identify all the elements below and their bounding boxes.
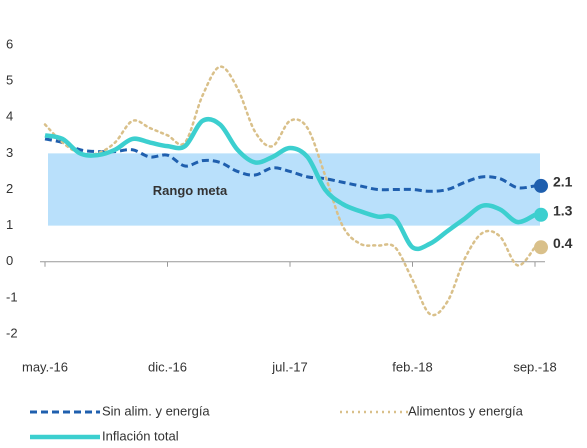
value-label: 0.4 [553, 235, 573, 251]
end-dot [534, 207, 548, 222]
y-tick-label: 4 [6, 109, 13, 124]
series-line [44, 137, 536, 193]
value-label: 2.1 [553, 174, 573, 190]
y-tick-label: 5 [6, 73, 13, 88]
value-label: 1.3 [553, 202, 573, 218]
legend-label: Sin alim. y energía [102, 403, 210, 418]
y-tick-label: 0 [6, 253, 13, 268]
x-tick-label: may.-16 [22, 359, 68, 374]
target-band [48, 153, 540, 226]
end-dot [534, 178, 548, 193]
y-tick-label: 2 [6, 181, 13, 196]
legend-label: Alimentos y energía [408, 403, 524, 418]
x-tick-label: dic.-16 [148, 359, 187, 374]
legend-label: Inflación total [102, 428, 179, 443]
y-tick-label: 6 [6, 36, 13, 51]
y-tick-label: 1 [6, 217, 13, 232]
y-tick-label: 3 [6, 145, 13, 160]
series-line [44, 116, 537, 252]
end-dot [534, 240, 548, 255]
x-tick-label: jul.-17 [271, 359, 307, 374]
x-tick-label: feb.-18 [392, 359, 432, 374]
y-tick-label: -2 [6, 325, 18, 340]
x-tick-label: sep.-18 [513, 359, 556, 374]
y-tick-label: -1 [6, 289, 18, 304]
series-line [43, 65, 537, 317]
band-label: Rango meta [153, 183, 228, 198]
